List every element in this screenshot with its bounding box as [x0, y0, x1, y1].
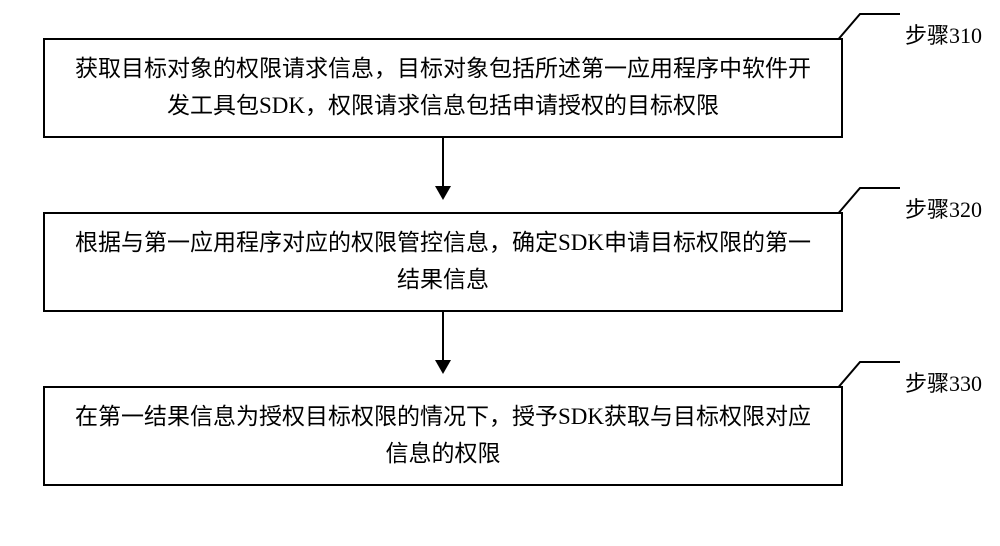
step-label-text: 步骤310	[905, 23, 982, 48]
flowchart-container: 步骤310 获取目标对象的权限请求信息，目标对象包括所述第一应用程序中软件开 发…	[0, 0, 1000, 546]
step-box-320: 根据与第一应用程序对应的权限管控信息，确定SDK申请目标权限的第一 结果信息	[43, 212, 843, 312]
step-box-310: 获取目标对象的权限请求信息，目标对象包括所述第一应用程序中软件开 发工具包SDK…	[43, 38, 843, 138]
step-text-line: 发工具包SDK，权限请求信息包括申请授权的目标权限	[167, 88, 719, 125]
step-label-text: 步骤330	[905, 371, 982, 396]
step-text-line: 结果信息	[397, 262, 489, 299]
step-text-line: 信息的权限	[386, 436, 501, 473]
step-label-330: 步骤330	[905, 366, 982, 398]
step-text-line: 获取目标对象的权限请求信息，目标对象包括所述第一应用程序中软件开	[75, 51, 811, 88]
step-label-320: 步骤320	[905, 192, 982, 224]
step-label-310: 步骤310	[905, 18, 982, 50]
step-box-330: 在第一结果信息为授权目标权限的情况下，授予SDK获取与目标权限对应 信息的权限	[43, 386, 843, 486]
arrow-320-to-330	[442, 312, 444, 372]
arrow-310-to-320	[442, 138, 444, 198]
step-text-line: 在第一结果信息为授权目标权限的情况下，授予SDK获取与目标权限对应	[75, 399, 811, 436]
step-label-text: 步骤320	[905, 197, 982, 222]
step-text-line: 根据与第一应用程序对应的权限管控信息，确定SDK申请目标权限的第一	[75, 225, 811, 262]
